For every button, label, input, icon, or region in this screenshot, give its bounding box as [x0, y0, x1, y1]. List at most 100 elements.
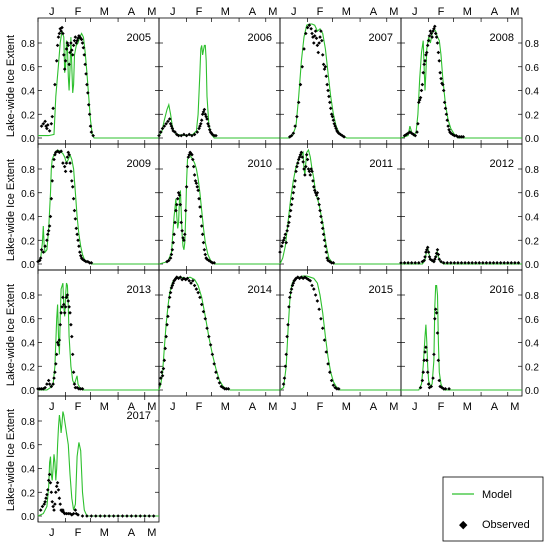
- observed-point: [51, 106, 55, 111]
- observed-point: [59, 29, 63, 33]
- month-label: J: [170, 401, 176, 413]
- observed-point: [176, 276, 181, 281]
- observed-point: [287, 305, 291, 309]
- month-label: M: [221, 6, 230, 18]
- observed-point: [495, 261, 499, 265]
- observed-point: [320, 53, 325, 57]
- observed-point: [147, 514, 152, 518]
- observed-point: [62, 67, 67, 71]
- observed-point: [293, 124, 297, 128]
- observed-point: [164, 334, 168, 339]
- observed-point: [199, 302, 204, 307]
- observed-point: [429, 384, 434, 389]
- observed-point: [426, 38, 431, 43]
- observed-point: [473, 261, 478, 265]
- observed-point: [160, 373, 165, 378]
- observed-point: [69, 41, 73, 45]
- observed-point: [192, 132, 197, 137]
- observed-point: [41, 250, 46, 254]
- observed-point: [88, 124, 93, 128]
- observed-point: [505, 261, 510, 265]
- panel-frame: [400, 269, 523, 397]
- observed-point: [64, 161, 69, 165]
- observed-point: [287, 220, 291, 225]
- observed-point: [315, 190, 320, 195]
- observed-point: [316, 196, 321, 201]
- observed-point: [297, 276, 302, 281]
- observed-point: [52, 157, 56, 162]
- y-tick-label-right: 0.4: [525, 87, 539, 98]
- observed-point: [450, 132, 455, 137]
- observed-point: [74, 226, 79, 231]
- observed-point: [419, 88, 424, 93]
- observed-point: [56, 35, 61, 39]
- observed-point: [423, 59, 427, 63]
- y-tick-label-right: 0.6: [525, 189, 539, 200]
- observed-point: [433, 316, 437, 321]
- observed-point: [174, 275, 179, 279]
- observed-point: [70, 179, 74, 183]
- observed-point: [47, 129, 52, 133]
- observed-point: [189, 281, 193, 285]
- observed-point: [192, 173, 197, 177]
- observed-point: [178, 202, 183, 207]
- panel-2012: 2012 0.0 0.2 0.4 0.6 0.8: [399, 143, 539, 271]
- observed-point: [435, 331, 440, 335]
- observed-point: [202, 107, 207, 112]
- observed-point: [422, 258, 426, 263]
- observed-point: [208, 259, 213, 264]
- observed-point: [307, 169, 312, 174]
- observed-point: [167, 117, 172, 121]
- panel-year-label: 2015: [369, 284, 393, 296]
- observed-point: [89, 261, 94, 265]
- observed-point: [89, 130, 94, 134]
- observed-point: [203, 316, 208, 321]
- observed-point: [293, 179, 297, 183]
- observed-point: [129, 514, 134, 518]
- observed-point: [317, 202, 321, 207]
- observed-point: [151, 514, 156, 518]
- observed-point: [317, 307, 321, 312]
- y-tick-label-right: 0.8: [525, 291, 539, 302]
- observed-point: [324, 350, 329, 354]
- observed-point: [62, 311, 67, 315]
- y-tick-label: 0.4: [21, 213, 35, 224]
- observed-point: [84, 72, 88, 76]
- observed-point: [429, 31, 434, 36]
- observed-point: [434, 311, 439, 315]
- month-label: M: [147, 527, 156, 539]
- observed-point: [288, 208, 293, 213]
- y-tick-label: 0.4: [21, 465, 35, 476]
- observed-point: [187, 278, 192, 283]
- observed-point: [75, 38, 79, 43]
- observed-point: [310, 31, 314, 36]
- month-label: F: [196, 401, 203, 413]
- observed-point: [416, 261, 421, 265]
- panel-year-label: 2014: [248, 284, 272, 296]
- observed-point: [71, 370, 76, 374]
- month-label: M: [221, 401, 230, 413]
- observed-point: [195, 130, 200, 134]
- observed-point: [437, 378, 442, 383]
- observed-point: [85, 514, 89, 518]
- observed-point: [433, 255, 438, 259]
- month-label: F: [317, 401, 324, 413]
- observed-point: [47, 224, 52, 228]
- observed-point: [205, 257, 209, 262]
- observed-point: [162, 358, 167, 363]
- observed-point: [208, 343, 213, 347]
- ylabels-layer: Lake-wide Ice Extent Lake-wide Ice Exten…: [5, 35, 17, 511]
- observed-point: [53, 82, 57, 87]
- y-tick-label: 0.8: [21, 165, 35, 176]
- observed-point: [98, 514, 103, 518]
- observed-point: [102, 514, 107, 518]
- month-label: M: [389, 401, 398, 413]
- observed-point: [215, 376, 220, 380]
- observed-point: [190, 133, 194, 138]
- month-label: J: [49, 401, 55, 413]
- panel-frame: [37, 395, 160, 523]
- observed-point: [210, 352, 215, 357]
- observed-point: [442, 100, 447, 105]
- observed-point: [439, 259, 443, 264]
- observed-point: [205, 326, 209, 331]
